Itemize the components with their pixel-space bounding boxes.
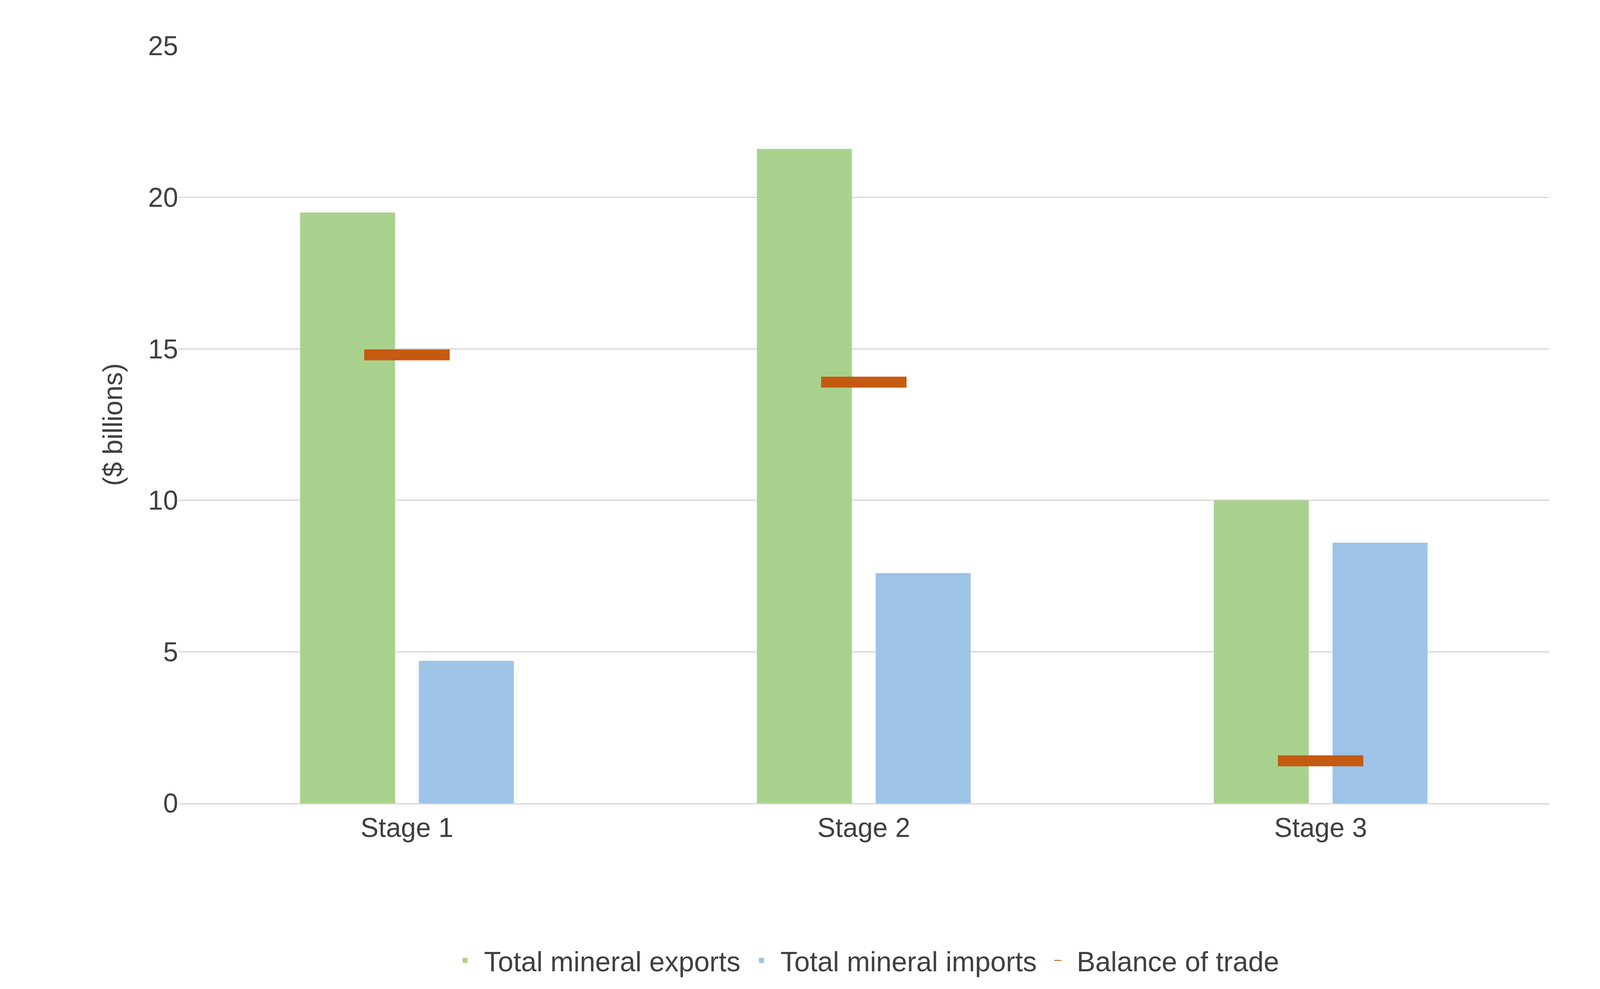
svg-text:Balance of trade: Balance of trade [1076,945,1280,977]
svg-text:0: 0 [162,787,179,819]
svg-text:10: 10 [148,485,179,516]
svg-text:($ billions): ($ billions) [97,362,128,486]
svg-text:20: 20 [148,182,179,213]
svg-text:25: 25 [148,30,179,62]
svg-text:15: 15 [148,333,179,365]
svg-text:Total mineral exports: Total mineral exports [484,945,741,977]
svg-text:5: 5 [162,636,179,667]
svg-text:Stage 3: Stage 3 [1274,812,1368,843]
svg-text:Stage 1: Stage 1 [360,812,454,843]
svg-text:Total mineral imports: Total mineral imports [780,945,1037,977]
svg-text:Stage 2: Stage 2 [817,812,911,843]
